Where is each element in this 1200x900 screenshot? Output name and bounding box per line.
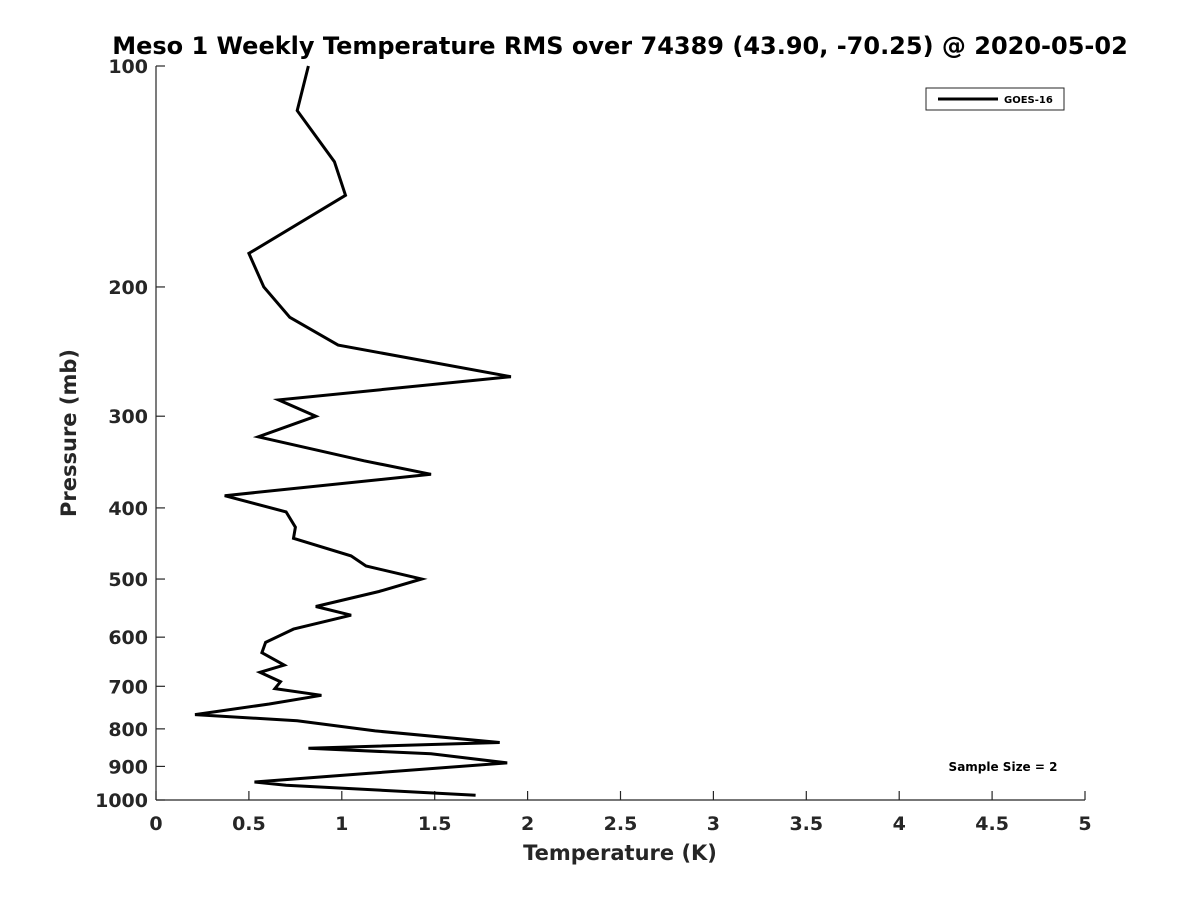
y-tick-label: 700 bbox=[108, 676, 148, 698]
x-tick-label: 1.5 bbox=[418, 813, 452, 835]
legend: GOES-16 bbox=[925, 87, 1065, 111]
y-axis-label: Pressure (mb) bbox=[57, 349, 81, 517]
x-tick-label: 2.5 bbox=[604, 813, 638, 835]
x-tick-label: 2 bbox=[521, 813, 534, 835]
x-tick-label: 5 bbox=[1078, 813, 1091, 835]
series-line-goes-16 bbox=[194, 65, 512, 797]
x-tick-label: 3.5 bbox=[789, 813, 823, 835]
y-ticks: 100 200 300 400 500 600 700 800 900 1000 bbox=[95, 56, 165, 812]
legend-label-goes-16: GOES-16 bbox=[1004, 95, 1053, 106]
chart-title: Meso 1 Weekly Temperature RMS over 74389… bbox=[112, 32, 1128, 60]
y-tick-label: 1000 bbox=[95, 790, 148, 812]
x-axis-label: Temperature (K) bbox=[523, 841, 717, 865]
y-tick-label: 200 bbox=[108, 277, 148, 299]
x-tick-label: 0 bbox=[149, 813, 162, 835]
y-tick-label: 900 bbox=[108, 756, 148, 778]
x-tick-label: 3 bbox=[707, 813, 720, 835]
plot-series bbox=[194, 65, 512, 797]
x-tick-label: 4 bbox=[893, 813, 906, 835]
sample-size-annotation: Sample Size = 2 bbox=[949, 760, 1058, 774]
x-tick-label: 0.5 bbox=[232, 813, 266, 835]
y-tick-label: 100 bbox=[108, 56, 148, 78]
y-tick-label: 800 bbox=[108, 719, 148, 741]
x-ticks: 0 0.5 1 1.5 2 2.5 3 3.5 4 4.5 5 bbox=[149, 791, 1092, 835]
y-tick-label: 400 bbox=[108, 498, 148, 520]
x-tick-label: 4.5 bbox=[975, 813, 1009, 835]
y-tick-label: 500 bbox=[108, 569, 148, 591]
y-tick-label: 600 bbox=[108, 627, 148, 649]
axes bbox=[155, 66, 1085, 801]
y-tick-label: 300 bbox=[108, 406, 148, 428]
x-tick-label: 1 bbox=[335, 813, 348, 835]
